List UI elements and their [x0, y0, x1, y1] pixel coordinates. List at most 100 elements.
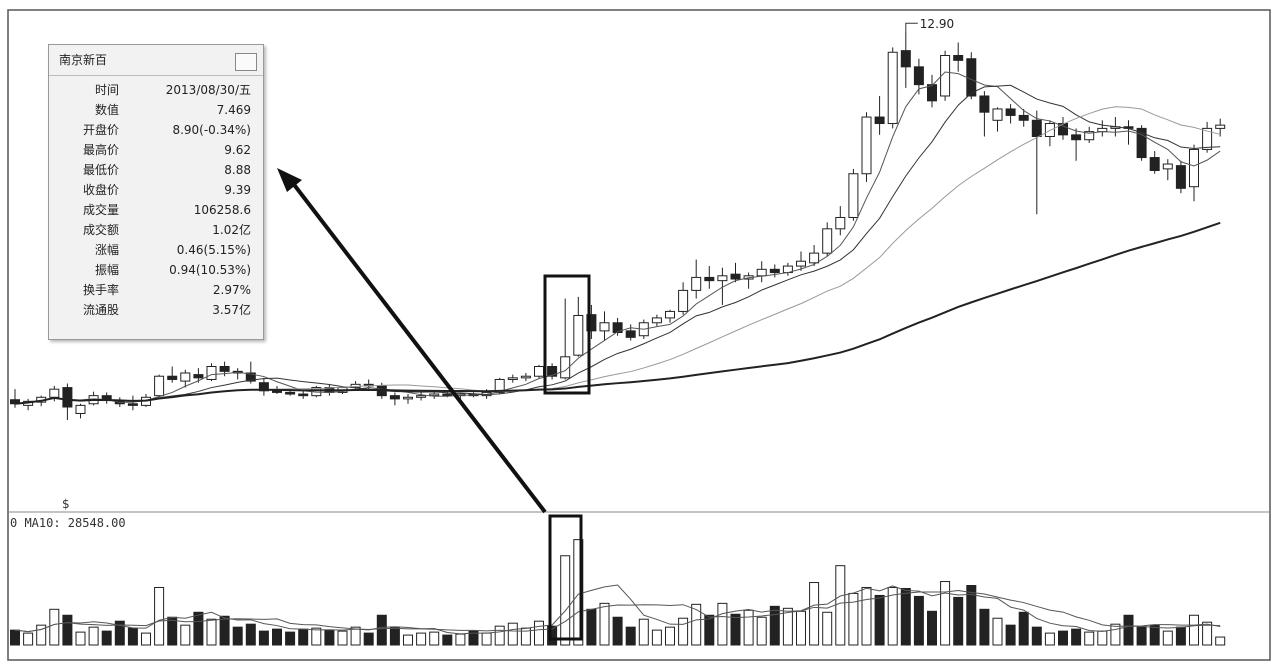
candle-body: [494, 378, 505, 393]
volume-bar: [36, 624, 47, 646]
volume-bar: [953, 596, 964, 646]
tooltip-row: 最高价 9.62: [49, 140, 263, 160]
candle-body: [547, 366, 558, 377]
candle-body: [403, 396, 413, 400]
arrow: [290, 180, 547, 514]
volume-bar: [717, 602, 728, 646]
candle-body: [599, 322, 610, 332]
volume-bar: [1149, 624, 1160, 646]
tooltip-value: 2013/08/30/五: [165, 83, 251, 97]
volume-bar: [874, 594, 885, 646]
volume-bar: [429, 631, 440, 646]
candle-body: [285, 391, 296, 395]
volume-bar: [62, 614, 73, 646]
tooltip-value: 3.57亿: [212, 303, 251, 317]
volume-bar: [193, 611, 204, 646]
volume-bar: [324, 629, 335, 646]
tooltip: 南京新百 时间 2013/08/30/五 数值 7.469 开盘价 8.90(-0.34%…: [48, 44, 264, 340]
volume-bar: [1058, 630, 1068, 646]
volume-bar: [560, 555, 571, 646]
volume-bar: [1162, 630, 1173, 646]
candle-body: [953, 54, 964, 61]
tooltip-key: 时间: [94, 83, 119, 97]
candle-body: [416, 395, 427, 398]
candle-body: [206, 366, 217, 380]
tooltip-value: 106258.6: [193, 203, 251, 217]
volume-bar: [887, 586, 898, 646]
tooltip-row: 时间 2013/08/30/五: [49, 80, 263, 100]
candle-body: [1084, 131, 1095, 141]
volume-bar: [350, 626, 361, 646]
volume-bar: [1018, 611, 1029, 646]
candle-body: [887, 51, 898, 125]
volume-bar: [1189, 614, 1199, 646]
candle-body: [861, 116, 872, 175]
candle-body: [272, 390, 282, 393]
volume-bar: [586, 608, 597, 646]
ma-line: [14, 84, 1221, 405]
tooltip-value: 9.62: [224, 143, 251, 157]
high-annotation: 12.90: [920, 17, 954, 31]
arrowhead: [277, 168, 302, 192]
volume-bar: [1110, 623, 1121, 646]
pin-button[interactable]: [235, 53, 257, 71]
tooltip-value: 0.94(10.53%): [169, 263, 251, 277]
candle-body: [1149, 157, 1160, 172]
candle-body: [442, 393, 453, 397]
volume-bar: [547, 625, 558, 646]
candle-body: [1175, 165, 1186, 189]
volume-bar: [1215, 636, 1226, 646]
tooltip-key: 开盘价: [82, 123, 119, 137]
tooltip-value: 8.88: [224, 163, 251, 177]
volume-bar: [403, 634, 413, 646]
volume-bar: [625, 626, 636, 646]
candle-body: [1136, 127, 1147, 159]
tooltip-rows: 时间 2013/08/30/五 数值 7.469 开盘价 8.90(-0.34%) 最高价 9…: [49, 76, 263, 320]
volume-bar: [258, 630, 269, 646]
volume-bar: [376, 614, 387, 646]
candle-body: [769, 268, 780, 274]
tooltip-value: 7.469: [216, 103, 251, 117]
volume-bar: [651, 629, 662, 646]
volume-bar: [743, 609, 754, 646]
volume-bar: [416, 632, 427, 646]
candle-body: [245, 372, 256, 382]
tooltip-row: 开盘价 8.90(-0.34%): [49, 120, 263, 140]
candle-body: [717, 275, 728, 282]
volume-bar: [573, 539, 584, 646]
volume-bar: [101, 630, 112, 646]
candle-body: [1071, 134, 1082, 141]
volume-bar: [730, 613, 741, 646]
volume-bar: [389, 626, 400, 646]
volume-bar: [940, 581, 951, 646]
candle-body: [809, 252, 820, 264]
candle-body: [534, 366, 544, 377]
candle-body: [704, 276, 715, 282]
highlight-box: [548, 514, 583, 641]
volume-bar: [900, 587, 911, 646]
volume-bar: [809, 582, 820, 646]
candle-body: [1005, 108, 1016, 116]
candle-body: [625, 330, 636, 338]
volume-bar: [913, 595, 924, 646]
volume-bar: [612, 616, 623, 646]
volume-bar: [822, 611, 833, 646]
volume-bar: [1031, 626, 1042, 646]
candle-body: [1018, 114, 1029, 121]
candle-body: [900, 50, 911, 68]
volume-bar: [1097, 630, 1108, 646]
tooltip-key: 振幅: [94, 263, 119, 277]
marker: $: [62, 497, 70, 511]
candle-body: [193, 374, 204, 379]
volume-bar: [704, 614, 715, 646]
volume-bar: [49, 608, 60, 646]
ma-line: [14, 221, 1221, 405]
tooltip-key: 最低价: [82, 163, 119, 177]
candle-body: [180, 372, 191, 382]
volume-bar: [285, 631, 296, 646]
candle-body: [874, 116, 885, 125]
volume-bar: [835, 565, 846, 646]
volume-bar: [232, 626, 243, 646]
volume-bar: [127, 627, 138, 646]
tooltip-row: 涨幅 0.46(5.15%): [49, 240, 263, 260]
